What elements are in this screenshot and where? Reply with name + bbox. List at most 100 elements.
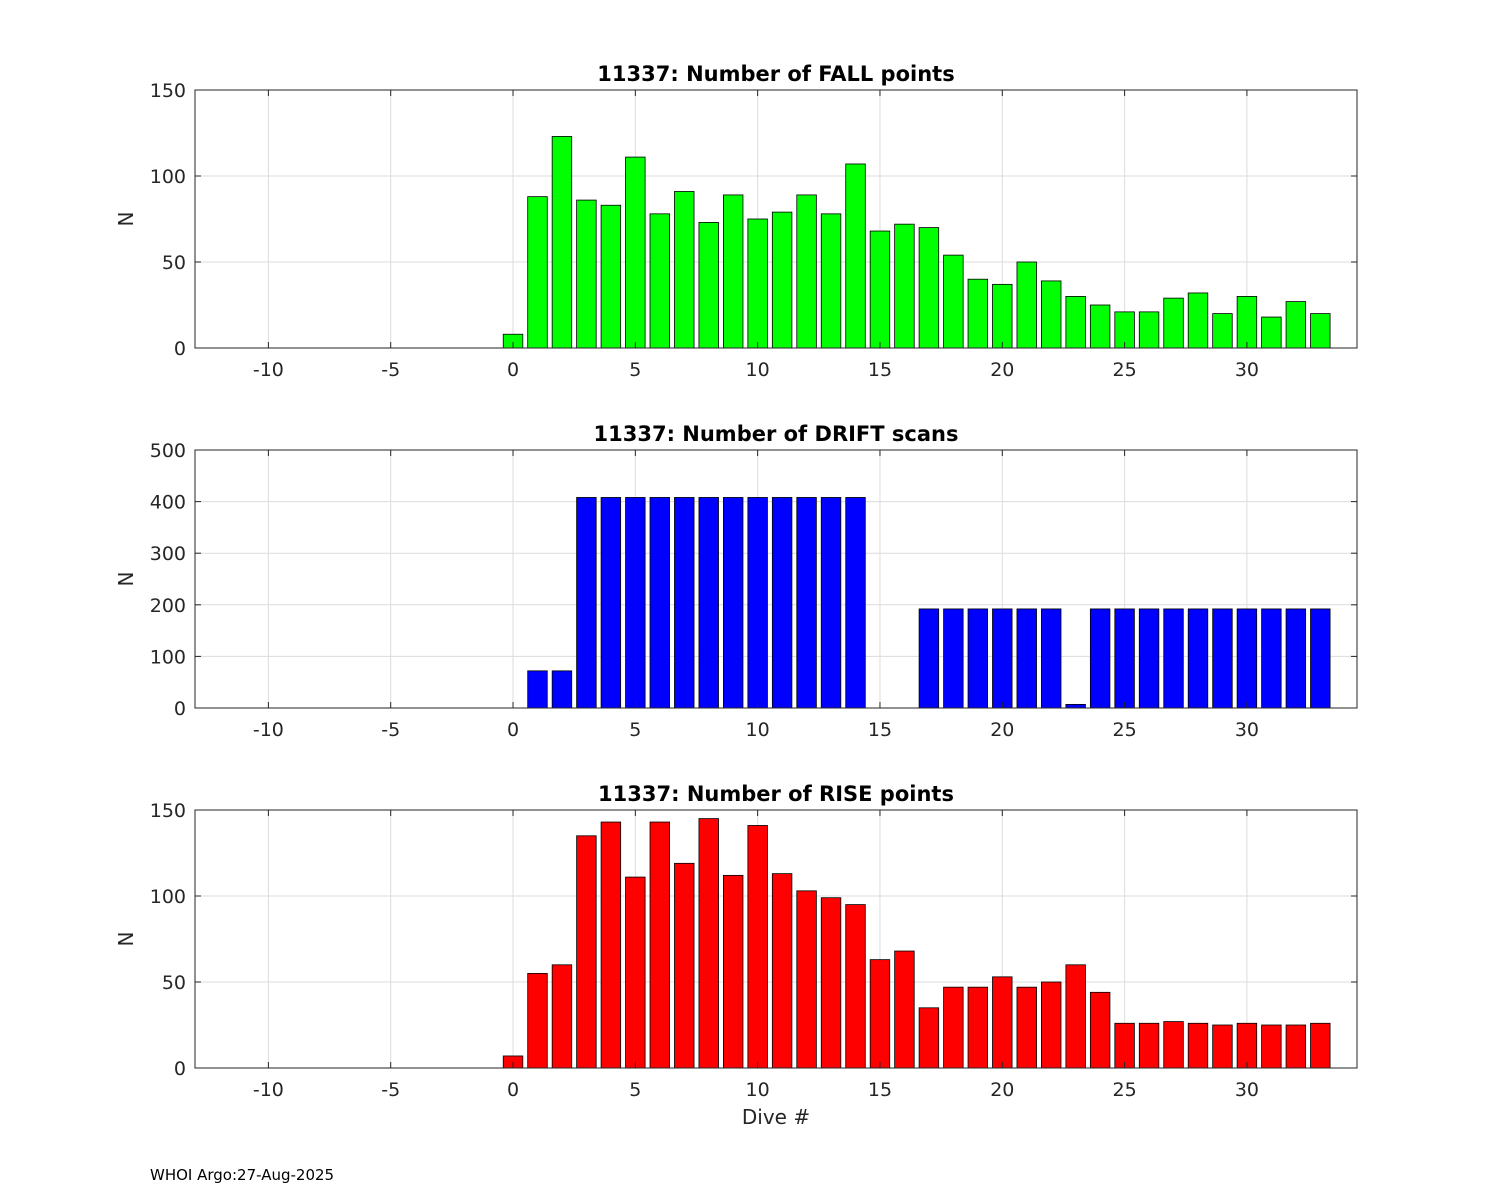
y-tick-label: 500	[150, 440, 186, 462]
bar-dive-1	[527, 670, 548, 709]
x-tick-label: 5	[629, 359, 641, 381]
bar-dive-7	[674, 862, 695, 1069]
bar-dive-19	[967, 608, 989, 709]
y-tick-label: 150	[150, 800, 186, 822]
bar-dive-18	[943, 608, 964, 709]
bar-dive-9	[723, 194, 744, 349]
bar-dive-15	[869, 959, 891, 1069]
axes-box	[194, 809, 1358, 1069]
bar-dive-6	[649, 821, 670, 1069]
bar-dive-30	[1236, 295, 1258, 349]
y-tick-label: 100	[150, 646, 186, 668]
bar-dive-10	[747, 218, 768, 349]
bar-dive-22	[1041, 280, 1062, 349]
bar-dive-10	[747, 497, 768, 709]
bar-dive-8	[698, 497, 719, 709]
bar-dive-7	[674, 191, 695, 349]
bar-dive-21	[1016, 986, 1037, 1069]
y-tick-label: 0	[174, 698, 186, 720]
x-tick-label: -10	[253, 1079, 284, 1101]
bar-dive-20	[992, 283, 1013, 349]
bar-dive-11	[771, 497, 793, 709]
bar-dive-24	[1089, 991, 1111, 1069]
bar-dive-29	[1212, 313, 1233, 349]
footer-stamp: WHOI Argo:27-Aug-2025	[150, 1166, 335, 1184]
y-tick-label: 50	[162, 972, 186, 994]
bar-dive-32	[1285, 301, 1307, 349]
bar-dive-19	[967, 986, 989, 1069]
bar-dive-6	[649, 497, 670, 709]
bar-dive-23	[1065, 964, 1086, 1069]
axes-box	[194, 449, 1358, 709]
bar-dive-28	[1187, 1022, 1209, 1069]
chart-title: 11337: Number of FALL points	[597, 62, 954, 86]
bar-dive-31	[1261, 1024, 1282, 1069]
y-tick-label: 150	[150, 80, 186, 102]
bar-dive-14	[845, 497, 866, 709]
bar-dive-26	[1138, 1022, 1160, 1069]
bar-dive-20	[992, 608, 1013, 709]
bar-dive-18	[943, 986, 964, 1069]
x-tick-label: 25	[1113, 1079, 1137, 1101]
panel-3: -10 -5 0 5 10 15 20 25 30 0 50 100 150 11337: Number …	[114, 782, 1358, 1129]
y-tick-label: 300	[150, 543, 186, 565]
bar-dive-8	[698, 818, 719, 1069]
bar-dive-5	[625, 876, 646, 1069]
x-tick-label: 20	[990, 1079, 1014, 1101]
x-tick-label: 20	[990, 359, 1014, 381]
bar-dive-6	[649, 213, 670, 349]
x-tick-label: 0	[507, 359, 519, 381]
y-tick-label: 100	[150, 886, 186, 908]
bar-dive-19	[967, 278, 989, 349]
bar-dive-21	[1016, 608, 1037, 709]
x-tick-label: 30	[1235, 1079, 1259, 1101]
bar-dive-20	[992, 976, 1013, 1069]
y-tick-label: 400	[150, 492, 186, 514]
x-tick-label: 25	[1113, 359, 1137, 381]
bar-dive-9	[723, 497, 744, 709]
y-axis-label: N	[114, 572, 138, 587]
bar-dive-7	[674, 497, 695, 709]
bar-dive-21	[1016, 261, 1037, 349]
x-tick-label: 15	[868, 1079, 892, 1101]
y-tick-label: 200	[150, 595, 186, 617]
bar-dive-33	[1310, 1022, 1331, 1069]
bar-dive-12	[796, 194, 817, 349]
bar-dive-17	[918, 227, 940, 349]
bar-dive-26	[1138, 311, 1160, 349]
x-tick-label: 10	[746, 359, 770, 381]
bar-dive-24	[1089, 304, 1111, 349]
x-tick-label: 30	[1235, 359, 1259, 381]
bar-dive-22	[1041, 608, 1062, 709]
x-tick-label: 5	[629, 1079, 641, 1101]
bar-dive-17	[918, 1007, 940, 1069]
bar-dive-26	[1138, 608, 1160, 709]
y-tick-label: 0	[174, 338, 186, 360]
bar-dive-14	[845, 163, 866, 349]
bar-dive-17	[918, 608, 940, 709]
y-axis-label: N	[114, 932, 138, 947]
bar-dive-30	[1236, 1022, 1258, 1069]
bar-dive-16	[894, 223, 915, 349]
bar-dive-4	[600, 821, 622, 1069]
bar-dive-11	[771, 211, 793, 349]
x-tick-label: 30	[1235, 719, 1259, 741]
bar-dive-31	[1261, 608, 1282, 709]
x-tick-label: 20	[990, 719, 1014, 741]
x-axis-label: Dive #	[742, 1105, 810, 1129]
bar-dive-4	[600, 204, 622, 349]
bar-dive-9	[723, 874, 744, 1069]
x-tick-label: 10	[746, 719, 770, 741]
bar-dive-11	[771, 873, 793, 1069]
bar-dive-4	[600, 497, 622, 709]
bar-dive-13	[820, 213, 842, 349]
bar-dive-32	[1285, 608, 1307, 709]
y-axis-label: N	[114, 212, 138, 227]
bar-dive-30	[1236, 608, 1258, 709]
bar-dive-13	[820, 497, 842, 709]
x-tick-label: 15	[868, 359, 892, 381]
x-tick-label: 5	[629, 719, 641, 741]
chart-title: 11337: Number of RISE points	[598, 782, 954, 806]
y-tick-label: 50	[162, 252, 186, 274]
